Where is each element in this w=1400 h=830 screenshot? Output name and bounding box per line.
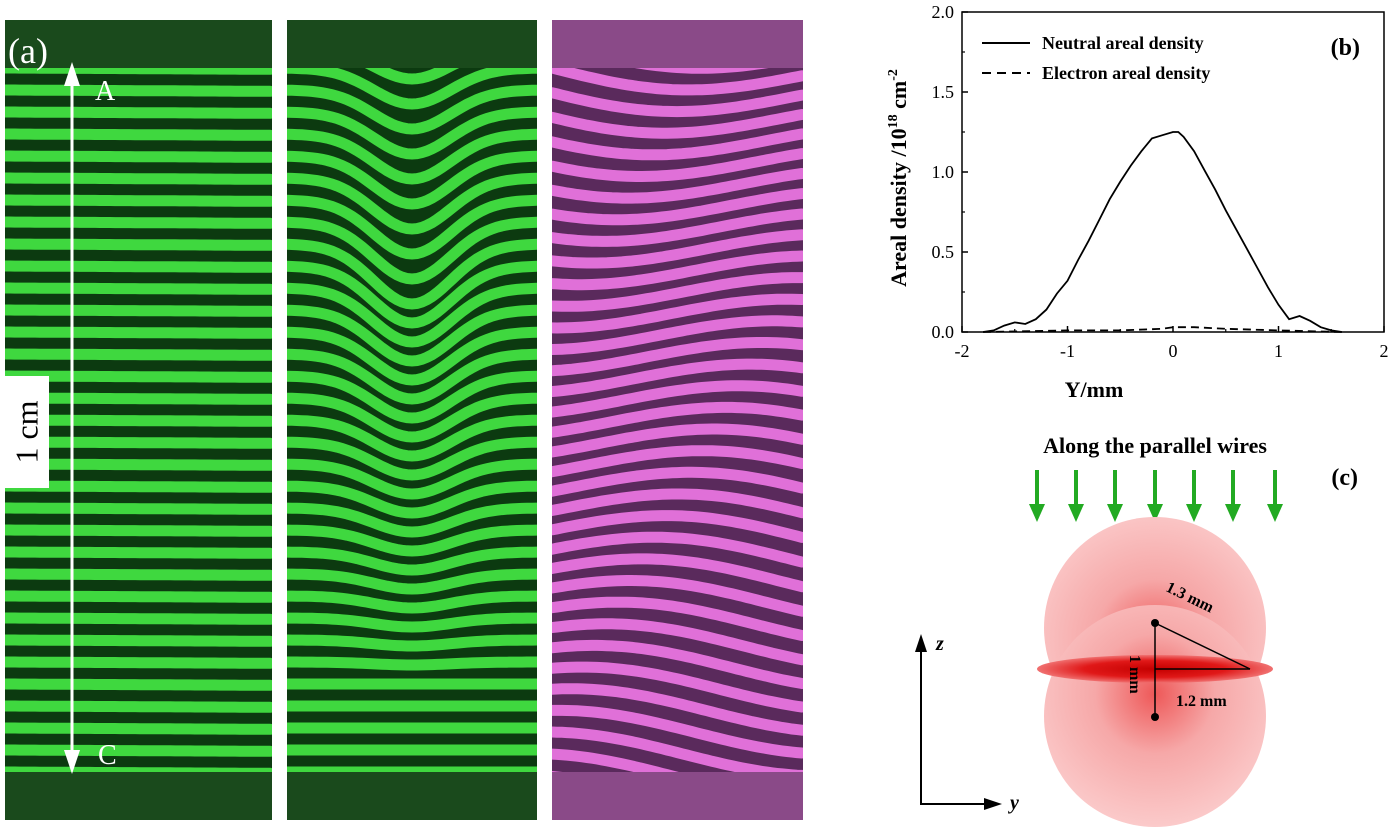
panel-a-label: (a) bbox=[8, 31, 48, 71]
y-axis-label-unit-exp: -2 bbox=[886, 69, 901, 81]
series-line-1 bbox=[982, 131, 1342, 333]
legend-label-1: Neutral areal density bbox=[1042, 33, 1204, 53]
interferogram-right bbox=[552, 20, 803, 820]
x-tick-label: 2 bbox=[1380, 341, 1389, 361]
interferogram-middle bbox=[287, 20, 537, 820]
y-axis-label: Areal density /1018 cm-2 bbox=[886, 69, 911, 287]
x-tick-label: -1 bbox=[1060, 341, 1075, 361]
y-tick-label: 1.5 bbox=[932, 82, 955, 102]
y-tick-label: 1.0 bbox=[932, 162, 955, 182]
chart-ticks: -2 -1 0 1 2 0.0 0.5 1.0 1.5 2.0 bbox=[932, 2, 1389, 361]
scale-bar-box bbox=[5, 376, 49, 488]
wire-arrow-head bbox=[1068, 504, 1084, 522]
schematic-figure: Along the parallel wires (c) 1.3 mm 1 mm… bbox=[915, 433, 1358, 827]
legend-label-2: Electron areal density bbox=[1042, 63, 1210, 83]
point-c-label: C bbox=[98, 740, 117, 771]
x-tick-label: 1 bbox=[1274, 341, 1283, 361]
x-axis-label: Y/mm bbox=[1065, 377, 1124, 402]
wire-arrow-head bbox=[1225, 504, 1241, 522]
panel-c-label: (c) bbox=[1331, 465, 1358, 491]
wire-arrows bbox=[1029, 470, 1283, 522]
chart-series bbox=[982, 131, 1342, 333]
chart-legend: Neutral areal density Electron areal dens… bbox=[982, 33, 1210, 83]
y-axis-label-unit: cm bbox=[886, 81, 911, 115]
z-axis-label: z bbox=[935, 633, 944, 655]
point-a-label: A bbox=[95, 76, 116, 107]
x-tick-label: 0 bbox=[1169, 341, 1178, 361]
panel-b-label: (b) bbox=[1331, 35, 1360, 61]
areal-density-chart: -2 -1 0 1 2 0.0 0.5 1.0 1.5 2.0 Y/mm Areal densit… bbox=[886, 2, 1389, 402]
dimension-vertical: 1 mm bbox=[1126, 655, 1143, 694]
wire-arrow-head bbox=[1267, 504, 1283, 522]
y-axis-label-c: y bbox=[1008, 792, 1019, 814]
wire-arrow-head bbox=[1029, 504, 1045, 522]
y-axis-label-text: Areal density /10 bbox=[886, 128, 911, 286]
x-tick-label: -2 bbox=[955, 341, 970, 361]
y-tick-label: 0.0 bbox=[932, 322, 955, 342]
wire-arrow-head bbox=[1147, 504, 1163, 522]
series-line-2 bbox=[983, 326, 1342, 333]
y-axis-label-exp: 18 bbox=[886, 114, 901, 128]
scale-bar-label: 1 cm bbox=[8, 400, 45, 464]
schematic-title: Along the parallel wires bbox=[1043, 433, 1267, 458]
wire-arrow-head bbox=[1186, 504, 1202, 522]
chart-axes bbox=[961, 11, 1385, 333]
y-tick-label: 2.0 bbox=[932, 2, 955, 22]
y-tick-label: 0.5 bbox=[932, 242, 955, 262]
wire-arrow-head bbox=[1107, 504, 1123, 522]
dimension-horizontal: 1.2 mm bbox=[1176, 693, 1227, 710]
length-arrow bbox=[64, 62, 80, 774]
interferogram-left bbox=[5, 20, 272, 820]
